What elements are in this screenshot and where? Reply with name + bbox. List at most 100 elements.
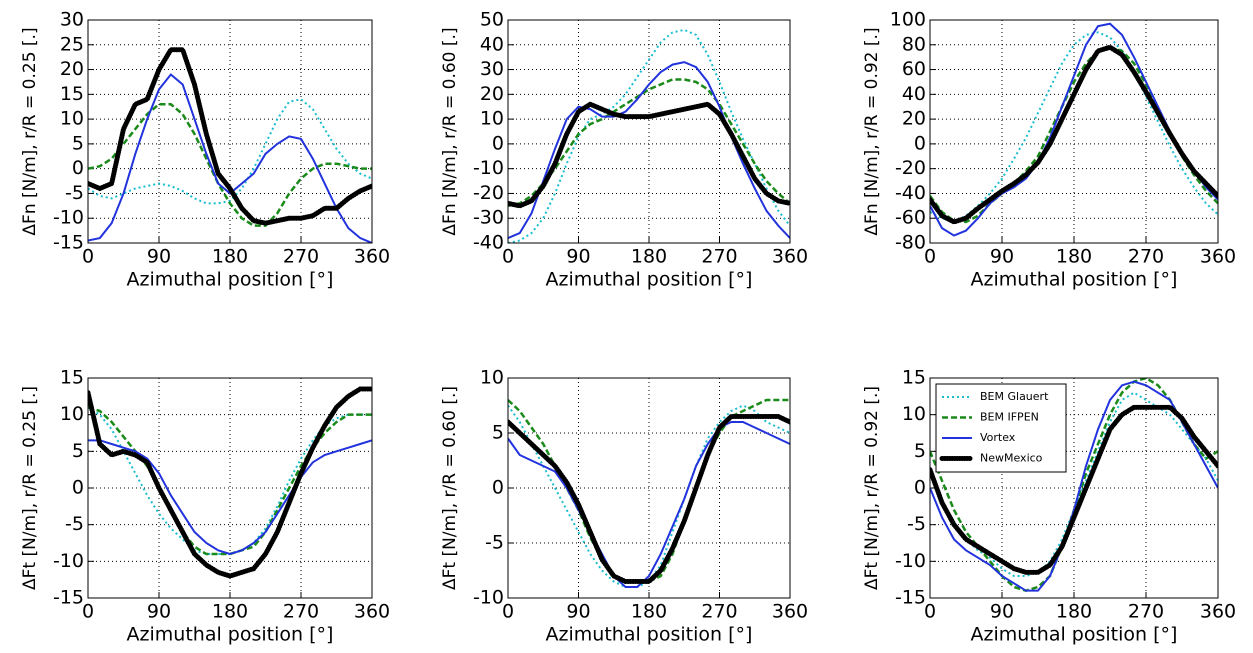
x-tick-label: 180 [631,601,667,623]
series-line [88,98,372,205]
series-line [88,102,372,227]
y-tick-label: 100 [890,9,926,31]
y-tick-label: 20 [480,83,504,105]
y-axis-label: ΔFt [N/m], r/R = 0.60 [.] [440,386,460,590]
y-tick-label: 80 [902,33,926,55]
x-tick-label: 270 [701,601,737,623]
axes-frame [87,19,373,244]
x-tick-label: 360 [1200,601,1236,623]
y-tick-label: -5 [907,513,926,535]
y-tick-label: 0 [914,132,926,154]
y-tick-label: 0 [492,477,504,499]
y-tick-label: 10 [902,403,926,425]
y-axis-label: ΔFt [N/m], r/R = 0.92 [.] [862,386,882,590]
x-tick-label: 90 [147,246,171,268]
x-axis-label: Azimuthal position [°] [971,269,1178,291]
series-line [88,73,372,243]
y-tick-label: 50 [480,9,504,31]
y-tick-label: -5 [485,532,504,554]
y-tick-label: -5 [65,182,84,204]
y-tick-label: -20 [473,182,504,204]
y-axis-label: ΔFn [N/m], r/R = 0.60 [.] [440,27,460,235]
y-tick-label: -15 [895,587,926,609]
x-tick-label: 90 [990,246,1014,268]
x-tick-label: 270 [1128,601,1164,623]
subplot: -15 -10 -5 0 5 10 15 0 90 180 270 360 Azimuthal posi… [20,367,390,646]
y-tick-label: 40 [480,33,504,55]
y-tick-label: -10 [53,550,84,572]
y-tick-label: -15 [53,232,84,254]
y-tick-label: 5 [914,440,926,462]
series-line [508,101,790,209]
x-tick-label: 360 [772,246,808,268]
series-line [930,380,1218,592]
y-tick-label: 40 [902,83,926,105]
x-tick-label: 0 [502,246,514,268]
y-tick-label: 20 [60,58,84,80]
legend-label: BEM IFPEN [980,411,1039,424]
series-line [88,406,372,556]
x-tick-label: 0 [502,601,514,623]
x-tick-label: 270 [283,246,319,268]
series-line [88,47,372,226]
y-axis-label: ΔFt [N/m], r/R = 0.25 [.] [20,386,40,590]
y-tick-label: 10 [60,403,84,425]
y-tick-label: 60 [902,58,926,80]
x-tick-label: 180 [1056,601,1092,623]
x-tick-label: 180 [1056,246,1092,268]
y-tick-label: 25 [60,33,84,55]
y-tick-label: 30 [60,9,84,31]
series-line [508,61,790,239]
x-axis-label: Azimuthal position [°] [971,624,1178,646]
axes-frame [929,377,1219,599]
x-tick-label: 90 [566,246,590,268]
axes-frame [507,19,791,244]
x-tick-label: 270 [701,246,737,268]
y-tick-label: -10 [53,207,84,229]
y-tick-label: 5 [492,422,504,444]
x-tick-label: 0 [82,601,94,623]
y-tick-label: -15 [53,587,84,609]
y-tick-label: 0 [914,477,926,499]
x-axis-label: Azimuthal position [°] [546,624,753,646]
series-line [508,421,790,588]
x-tick-label: 360 [354,601,390,623]
y-tick-label: -30 [473,207,504,229]
y-tick-label: 0 [492,132,504,154]
y-tick-label: -60 [895,207,926,229]
legend-label: BEM Glauert [980,390,1049,403]
y-tick-label: 10 [480,108,504,130]
series-line [508,414,790,584]
x-tick-label: 90 [990,601,1014,623]
y-tick-label: -5 [65,513,84,535]
y-tick-label: -40 [895,182,926,204]
x-tick-label: 0 [924,246,936,268]
y-tick-label: -10 [895,550,926,572]
series-line [930,391,1218,577]
x-axis-label: Azimuthal position [°] [546,269,753,291]
y-axis-label: ΔFn [N/m], r/R = 0.92 [.] [862,27,882,235]
series-line [88,439,372,556]
x-tick-label: 270 [1128,246,1164,268]
y-tick-label: -40 [473,232,504,254]
x-axis-label: Azimuthal position [°] [127,269,334,291]
series-line [930,404,1218,575]
x-axis-label: Azimuthal position [°] [127,624,334,646]
y-tick-label: -20 [895,157,926,179]
x-tick-label: 180 [212,601,248,623]
y-tick-label: 5 [72,132,84,154]
series-line [508,78,790,208]
series-line [930,44,1218,225]
y-tick-label: -10 [473,157,504,179]
y-tick-label: 15 [60,367,84,389]
y-tick-label: 20 [902,108,926,130]
y-tick-label: 10 [480,367,504,389]
y-tick-label: -10 [473,587,504,609]
y-tick-label: 15 [60,83,84,105]
series-line [508,28,790,243]
x-tick-label: 90 [566,601,590,623]
